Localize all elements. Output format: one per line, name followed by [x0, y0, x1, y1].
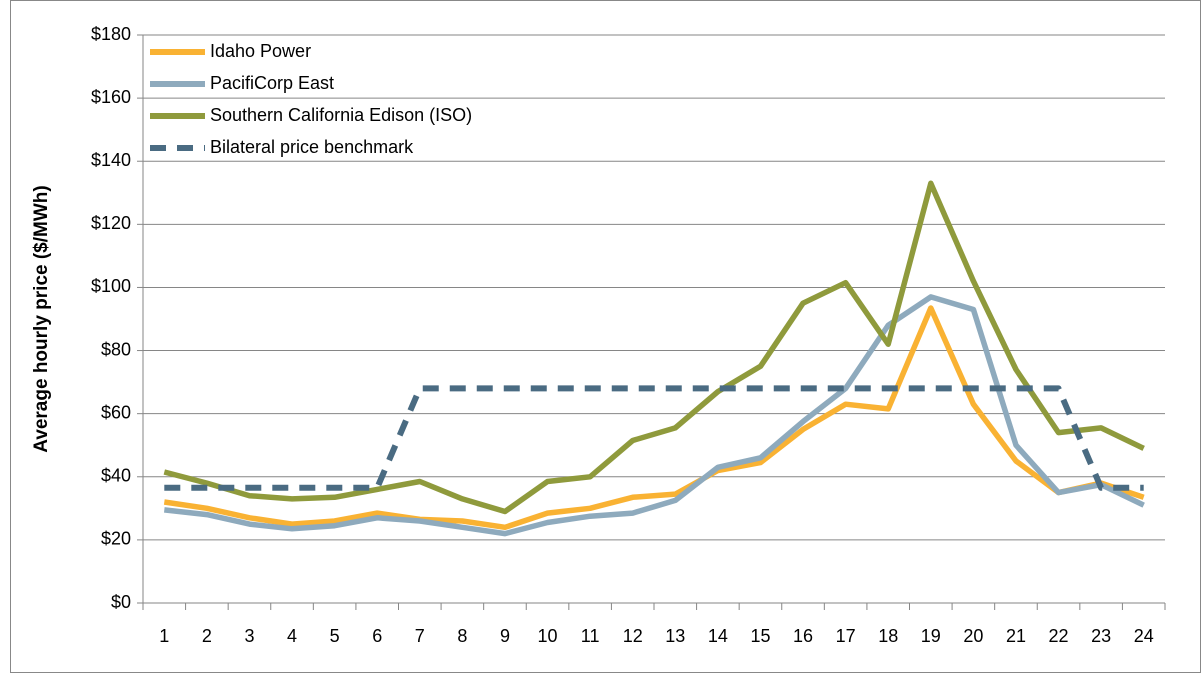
- x-tick-label: 3: [244, 626, 254, 646]
- x-tick-label: 5: [330, 626, 340, 646]
- x-tick-label: 24: [1134, 626, 1154, 646]
- y-tick-label: $100: [91, 276, 131, 296]
- x-tick-label: 6: [372, 626, 382, 646]
- x-tick-label: 21: [1006, 626, 1026, 646]
- x-tick-label: 2: [202, 626, 212, 646]
- x-tick-label: 1: [159, 626, 169, 646]
- chart-border: [10, 0, 1201, 673]
- x-tick-label: 20: [963, 626, 983, 646]
- legend-label: Idaho Power: [210, 41, 311, 61]
- x-tick-label: 16: [793, 626, 813, 646]
- x-tick-label: 23: [1091, 626, 1111, 646]
- x-tick-label: 7: [415, 626, 425, 646]
- line-series: [164, 385, 1144, 491]
- y-tick-label: $40: [101, 466, 131, 486]
- x-tick-label: 15: [750, 626, 770, 646]
- x-tick-label: 14: [708, 626, 728, 646]
- legend-label: Southern California Edison (ISO): [210, 105, 472, 125]
- y-tick-label: $120: [91, 213, 131, 233]
- x-tick-label: 4: [287, 626, 297, 646]
- x-tick-label: 18: [878, 626, 898, 646]
- x-tick-label: 8: [457, 626, 467, 646]
- y-axis-label: Average hourly price ($/MWh): [31, 185, 52, 452]
- legend-label: PacifiCorp East: [210, 73, 334, 93]
- line-series: [163, 294, 1145, 537]
- y-tick-label: $0: [111, 592, 131, 612]
- y-tick-label: $160: [91, 87, 131, 107]
- line-series: [163, 305, 1145, 531]
- y-tick-label: $80: [101, 339, 131, 359]
- x-tick-label: 13: [665, 626, 685, 646]
- legend-label: Bilateral price benchmark: [210, 137, 414, 157]
- x-tick-label: 22: [1049, 626, 1069, 646]
- x-tick-label: 19: [921, 626, 941, 646]
- x-tick-label: 17: [836, 626, 856, 646]
- y-tick-label: $180: [91, 24, 131, 44]
- y-tick-label: $140: [91, 150, 131, 170]
- x-tick-label: 10: [538, 626, 558, 646]
- y-tick-label: $60: [101, 402, 131, 422]
- x-tick-label: 11: [581, 626, 600, 646]
- line-series: [163, 180, 1145, 515]
- x-tick-label: 12: [623, 626, 643, 646]
- y-tick-label: $20: [101, 529, 131, 549]
- x-tick-label: 9: [500, 626, 510, 646]
